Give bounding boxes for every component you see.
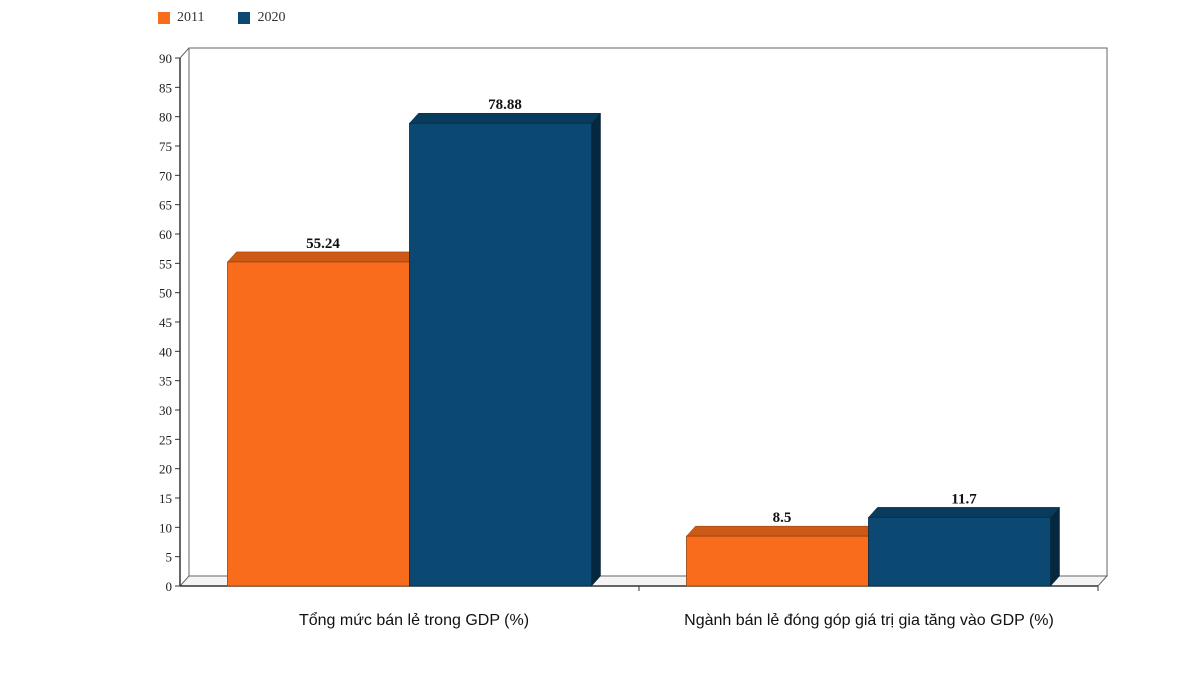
bar-top-2011-0 bbox=[226, 251, 420, 263]
y-tick-label: 0 bbox=[166, 579, 173, 594]
bar-side-2020-0 bbox=[591, 112, 601, 587]
y-tick-label: 70 bbox=[159, 168, 172, 183]
bar-top-2020-0 bbox=[408, 112, 602, 124]
data-label-2020-1: 11.7 bbox=[951, 491, 977, 507]
bar-top-2020-1 bbox=[867, 507, 1061, 518]
y-tick-label: 60 bbox=[159, 227, 172, 242]
legend-item-2011[interactable]: 2011 bbox=[158, 10, 204, 26]
y-tick-label: 35 bbox=[159, 374, 172, 389]
bar-side-2020-1 bbox=[1050, 506, 1060, 587]
bar-top-2011-1 bbox=[685, 525, 879, 537]
y-tick-label: 90 bbox=[159, 51, 172, 66]
y-tick-label: 45 bbox=[159, 315, 172, 330]
category-label-0: Tổng mức bán lẻ trong GDP (%) bbox=[298, 612, 530, 629]
y-tick-label: 20 bbox=[159, 462, 172, 477]
bar-2020-0 bbox=[409, 122, 592, 587]
y-tick-label: 80 bbox=[159, 110, 172, 125]
y-tick-label: 5 bbox=[166, 550, 173, 565]
y-tick-label: 10 bbox=[159, 520, 172, 535]
data-label-2020-0: 78.88 bbox=[488, 97, 522, 113]
y-tick-label: 75 bbox=[159, 139, 172, 154]
legend-label-2011: 2011 bbox=[177, 10, 205, 25]
y-tick-label: 85 bbox=[159, 80, 172, 95]
legend: 2011 2020 bbox=[158, 10, 285, 26]
y-tick-label: 30 bbox=[159, 403, 172, 418]
legend-label-2020: 2020 bbox=[257, 10, 286, 25]
legend-swatch-2011 bbox=[158, 12, 170, 24]
y-tick-label: 65 bbox=[159, 198, 172, 213]
y-tick-label: 55 bbox=[159, 256, 172, 271]
category-label-1: Ngành bán lẻ đóng góp giá trị gia tăng v… bbox=[684, 612, 1054, 629]
y-tick-label: 50 bbox=[159, 286, 172, 301]
bar-2011-1 bbox=[686, 535, 869, 587]
y-tick-label: 40 bbox=[159, 344, 172, 359]
legend-swatch-2020 bbox=[238, 12, 251, 24]
y-tick-label: 15 bbox=[159, 491, 172, 506]
data-label-2011-0: 55.24 bbox=[306, 236, 340, 252]
legend-item-2020[interactable]: 2020 bbox=[238, 10, 285, 26]
axis-depth-edge bbox=[179, 47, 190, 59]
y-tick-label: 25 bbox=[159, 432, 172, 447]
data-label-2011-1: 8.5 bbox=[773, 510, 792, 526]
bar-2011-0 bbox=[227, 261, 410, 587]
bar-2020-1 bbox=[868, 516, 1051, 587]
